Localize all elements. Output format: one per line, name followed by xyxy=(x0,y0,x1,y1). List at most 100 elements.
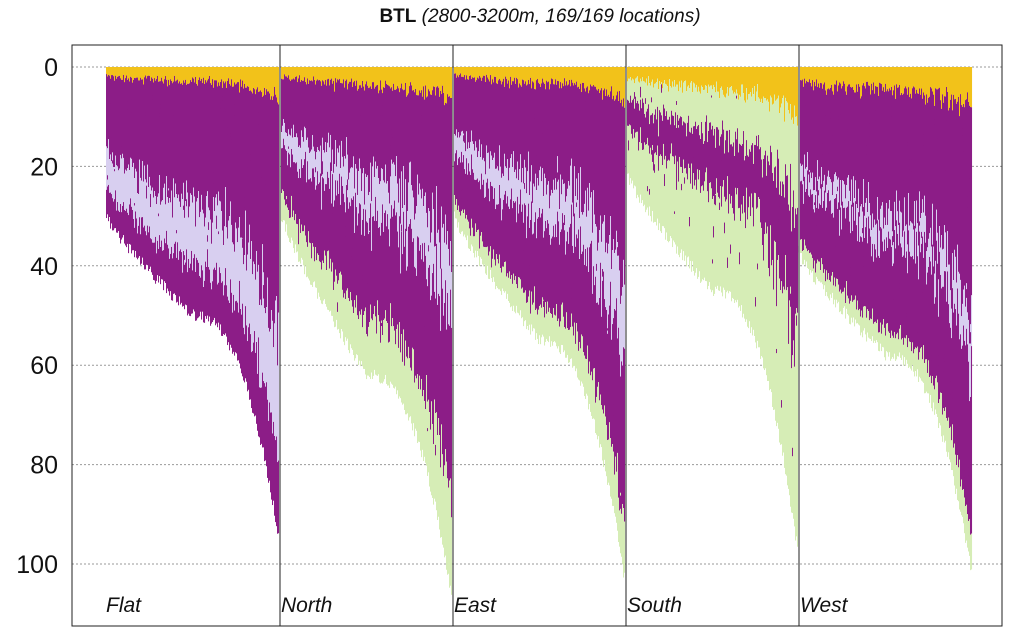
bar-speck xyxy=(838,116,840,120)
bar-segment xyxy=(669,67,671,80)
bar-segment xyxy=(782,67,784,99)
bar-segment xyxy=(698,67,700,87)
bar-segment xyxy=(419,90,421,184)
bar-segment xyxy=(808,82,810,175)
bar-speck xyxy=(676,101,678,105)
bar-segment xyxy=(293,67,295,79)
bar-segment xyxy=(411,185,413,229)
bar-segment xyxy=(400,352,402,399)
bar-segment xyxy=(877,197,879,221)
bar-segment xyxy=(449,480,451,588)
bar-segment xyxy=(933,268,935,386)
bar-segment xyxy=(138,194,140,226)
bar-segment xyxy=(140,67,142,78)
bar-segment xyxy=(438,418,440,517)
bar-segment xyxy=(866,67,868,82)
bar-segment xyxy=(827,89,829,177)
bar-segment xyxy=(609,422,611,486)
bar-segment xyxy=(379,184,381,228)
bar-speck xyxy=(230,133,232,137)
bar-segment xyxy=(828,88,830,171)
bar-segment xyxy=(942,286,944,415)
bar-segment xyxy=(740,67,742,97)
bar-segment xyxy=(702,185,704,280)
bar-segment xyxy=(849,84,851,191)
bar-segment xyxy=(598,67,600,89)
bar-speck xyxy=(491,255,493,268)
bar-segment xyxy=(509,271,511,303)
bar-segment xyxy=(484,75,486,162)
bar-speck xyxy=(638,103,640,112)
bar-segment xyxy=(970,534,972,571)
bar-segment xyxy=(338,193,340,281)
bar-segment xyxy=(700,67,702,94)
bar-segment xyxy=(761,98,763,160)
bar-speck xyxy=(387,238,389,248)
bar-segment xyxy=(270,67,272,100)
bar-segment xyxy=(689,131,691,169)
bar-speck xyxy=(292,173,294,176)
bar-segment xyxy=(249,224,251,324)
bar-speck xyxy=(698,154,700,162)
bar-segment xyxy=(783,184,785,287)
bar-segment xyxy=(801,80,803,166)
bar-segment xyxy=(897,233,899,333)
bar-segment xyxy=(738,99,740,153)
bar-speck xyxy=(415,354,417,365)
bar-segment xyxy=(816,67,818,80)
bar-speck xyxy=(847,129,849,132)
bar-segment xyxy=(844,67,846,84)
bar-segment xyxy=(933,67,935,95)
bar-segment xyxy=(914,349,916,377)
bar-segment xyxy=(568,67,570,85)
bar-segment xyxy=(276,436,278,527)
bar-segment xyxy=(406,356,408,415)
bar-segment xyxy=(184,217,186,265)
bar-segment xyxy=(812,67,814,81)
bar-segment xyxy=(878,332,880,351)
bar-segment xyxy=(120,154,122,204)
bar-segment xyxy=(864,67,866,87)
bar-segment xyxy=(310,67,312,81)
bar-segment xyxy=(371,67,373,89)
bar-segment xyxy=(427,227,429,287)
bar-segment xyxy=(273,347,275,422)
bar-segment xyxy=(300,232,302,264)
bar-segment xyxy=(898,245,900,340)
bar-segment xyxy=(837,208,839,280)
bar-segment xyxy=(345,80,347,159)
bar-segment xyxy=(391,205,393,327)
bar-segment xyxy=(837,179,839,209)
bar-segment xyxy=(568,181,570,244)
bar-segment xyxy=(592,86,594,233)
bar-segment xyxy=(291,128,293,149)
bar-segment xyxy=(444,302,446,466)
bar-segment xyxy=(468,163,470,222)
bar-segment xyxy=(475,67,477,82)
bar-segment xyxy=(696,67,698,85)
bar-segment xyxy=(173,67,175,82)
bar-segment xyxy=(578,173,580,230)
bar-segment xyxy=(456,77,458,130)
bar-segment xyxy=(624,348,626,522)
bar-segment xyxy=(592,380,594,419)
bar-segment xyxy=(520,67,522,86)
bar-segment xyxy=(548,181,550,224)
bar-segment xyxy=(442,67,444,86)
bar-segment xyxy=(730,87,732,145)
bar-segment xyxy=(212,222,214,282)
bar-segment xyxy=(395,67,397,90)
bar-segment xyxy=(919,231,921,353)
bar-segment xyxy=(442,454,444,545)
bar-segment xyxy=(776,306,778,427)
bar-segment xyxy=(812,193,814,259)
bar-segment xyxy=(316,67,318,81)
bar-segment xyxy=(629,124,631,185)
bar-speck xyxy=(391,129,393,135)
bar-segment xyxy=(559,326,561,353)
bar-segment xyxy=(209,76,211,211)
bar-segment xyxy=(821,167,823,185)
bar-segment xyxy=(946,301,948,419)
bar-segment xyxy=(893,90,895,243)
bar-segment xyxy=(252,274,254,352)
